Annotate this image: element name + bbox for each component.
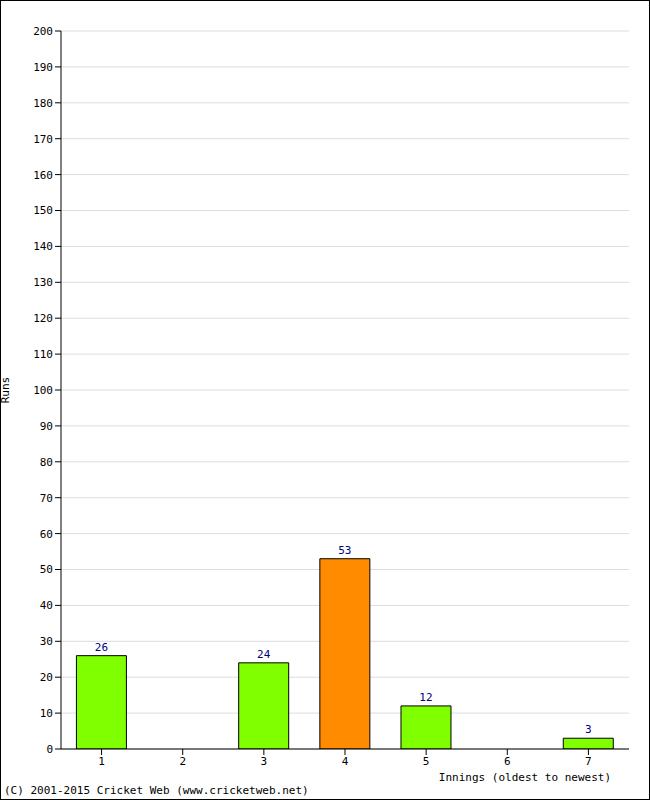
svg-text:5: 5 (423, 755, 430, 768)
svg-text:190: 190 (33, 61, 53, 74)
svg-text:53: 53 (338, 544, 351, 557)
svg-text:Runs: Runs (8, 377, 12, 404)
html-text:(C) 2001-2015 Cricket Web (www: (C) 2001-2015 Cricket Web (www.cricketwe… (4, 784, 309, 797)
svg-text:2: 2 (179, 755, 186, 768)
svg-text:Innings (oldest to newest): Innings (oldest to newest) (439, 771, 611, 784)
svg-text:50: 50 (40, 563, 53, 576)
svg-text:6: 6 (504, 755, 511, 768)
svg-text:7: 7 (585, 755, 592, 768)
svg-text:3: 3 (261, 755, 268, 768)
svg-text:1: 1 (98, 755, 105, 768)
svg-text:70: 70 (40, 492, 53, 505)
svg-text:80: 80 (40, 456, 53, 469)
svg-text:10: 10 (40, 707, 53, 720)
svg-text:3: 3 (585, 723, 592, 736)
svg-text:12: 12 (419, 691, 432, 704)
svg-text:20: 20 (40, 671, 53, 684)
svg-text:140: 140 (33, 240, 53, 253)
svg-text:0: 0 (46, 743, 53, 756)
svg-text:24: 24 (257, 648, 271, 661)
svg-text:200: 200 (33, 25, 53, 38)
svg-text:120: 120 (33, 312, 53, 325)
svg-text:180: 180 (33, 97, 53, 110)
svg-text:30: 30 (40, 635, 53, 648)
svg-text:150: 150 (33, 204, 53, 217)
svg-text:4: 4 (342, 755, 349, 768)
svg-text:100: 100 (33, 384, 53, 397)
svg-text:170: 170 (33, 133, 53, 146)
svg-text:130: 130 (33, 276, 53, 289)
svg-text:160: 160 (33, 169, 53, 182)
svg-text:26: 26 (95, 641, 108, 654)
svg-text:90: 90 (40, 420, 53, 433)
svg-text:60: 60 (40, 528, 53, 541)
svg-text:110: 110 (33, 348, 53, 361)
svg-text:40: 40 (40, 599, 53, 612)
